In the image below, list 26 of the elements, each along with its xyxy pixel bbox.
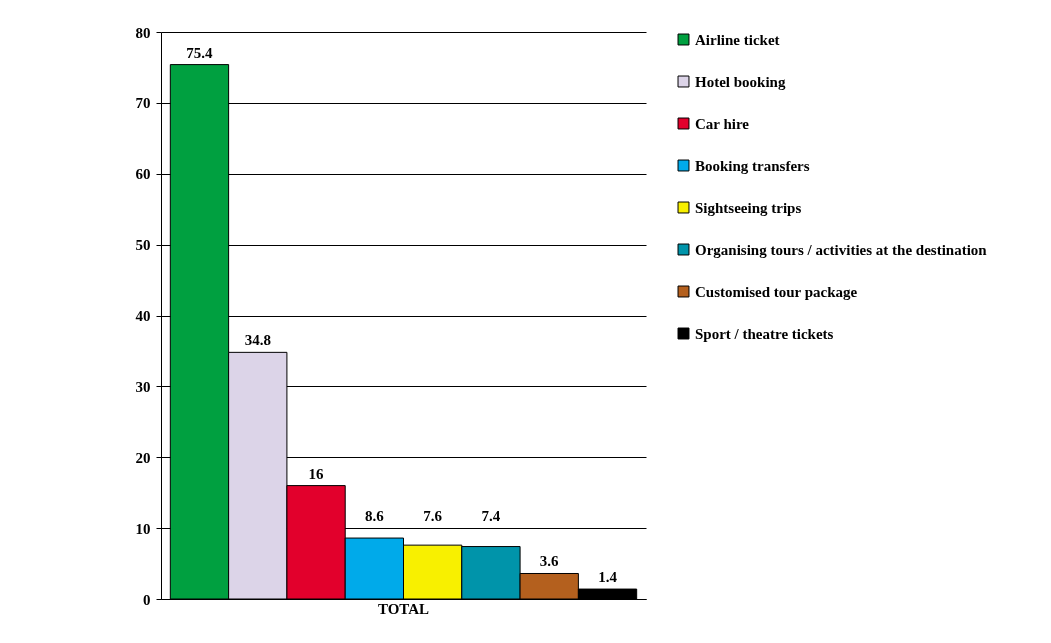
legend-label: Sightseeing trips (695, 199, 802, 216)
legend-label: Airline ticket (695, 31, 780, 48)
legend-label: Organising tours / activities at the destination (695, 241, 988, 258)
y-tick-label: 50 (135, 237, 151, 254)
y-tick-label: 60 (135, 166, 151, 183)
x-tick-label: TOTAL (377, 600, 430, 617)
data-label: 1.4 (598, 569, 618, 586)
data-label: 16 (308, 465, 325, 482)
legend-label: Sport / theatre tickets (695, 325, 834, 342)
y-tick-label: 10 (135, 520, 151, 537)
y-tick-label: 20 (135, 449, 151, 466)
y-tick-label: 40 (135, 308, 151, 324)
legend-label: Booking transfers (695, 157, 810, 174)
y-tick-label: 70 (135, 95, 151, 112)
legend-label: Car hire (695, 115, 750, 132)
data-label: 8.6 (364, 508, 385, 525)
legend-label: Customised tour package (695, 283, 858, 300)
y-tick-label: 80 (135, 24, 151, 41)
data-label: 34.8 (244, 332, 271, 349)
data-label: 7.6 (423, 508, 443, 525)
y-tick-label: 0 (143, 591, 151, 608)
y-tick-label: 30 (135, 378, 151, 395)
data-label: 75.4 (186, 44, 214, 61)
data-label: 3.6 (539, 553, 560, 570)
legend-label: Hotel booking (695, 73, 786, 90)
data-label: 7.4 (481, 508, 501, 525)
